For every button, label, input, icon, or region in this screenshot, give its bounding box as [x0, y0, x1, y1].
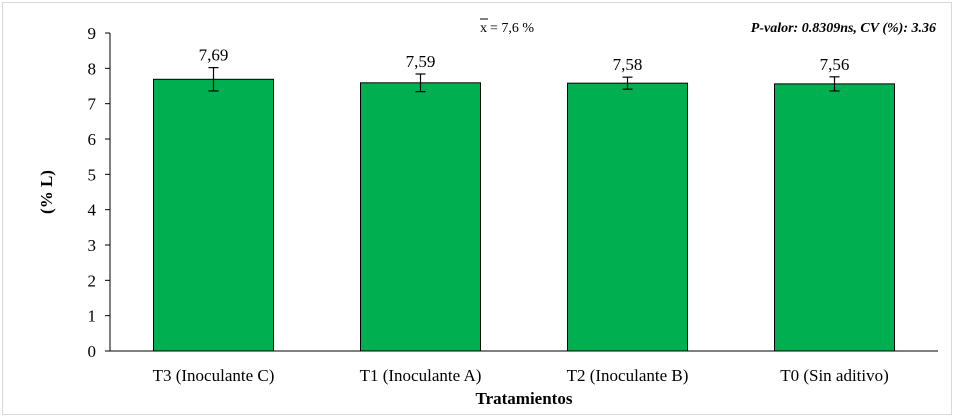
- y-tick-label: 7: [88, 95, 97, 114]
- y-tick-label: 4: [88, 201, 97, 220]
- bar: [775, 84, 895, 351]
- category-label: T3 (Inoculante C): [153, 366, 275, 385]
- x-axis-title: Tratamientos: [476, 389, 573, 408]
- category-labels: T3 (Inoculante C) T1 (Inoculante A) T2 (In…: [153, 366, 889, 385]
- y-tick-label: 3: [88, 236, 97, 255]
- y-tick-label: 0: [88, 342, 97, 361]
- y-ticks: 0 1 2 3 4 5 6 7 8 9: [88, 24, 111, 361]
- y-tick-label: 5: [88, 165, 97, 184]
- category-label: T0 (Sin aditivo): [780, 366, 889, 385]
- bar: [361, 83, 481, 351]
- y-tick-label: 9: [88, 24, 97, 43]
- error-bars: [209, 68, 840, 92]
- data-label: 7,56: [820, 55, 850, 74]
- category-label: T2 (Inoculante B): [567, 366, 689, 385]
- category-label: T1 (Inoculante A): [360, 366, 482, 385]
- stats-annotation: P-valor: 0.8309ns, CV (%): 3.36: [751, 21, 936, 36]
- y-tick-label: 2: [88, 271, 97, 290]
- y-tick-label: 6: [88, 130, 97, 149]
- y-tick-label: 1: [88, 307, 97, 326]
- bar: [154, 79, 274, 351]
- mean-value: = 7,6 %: [490, 21, 534, 36]
- data-label: 7,59: [406, 52, 436, 71]
- bar: [568, 83, 688, 351]
- data-labels: 7,69 7,59 7,58 7,56: [199, 46, 850, 75]
- mean-symbol: x: [480, 21, 487, 36]
- chart-annotations: x = 7,6 % P-valor: 0.8309ns, CV (%): 3.3…: [480, 19, 936, 36]
- y-tick-label: 8: [88, 59, 97, 78]
- y-axis-title: (% L): [37, 170, 56, 214]
- data-label: 7,69: [199, 46, 229, 65]
- data-label: 7,58: [613, 55, 643, 74]
- bars: [154, 79, 895, 351]
